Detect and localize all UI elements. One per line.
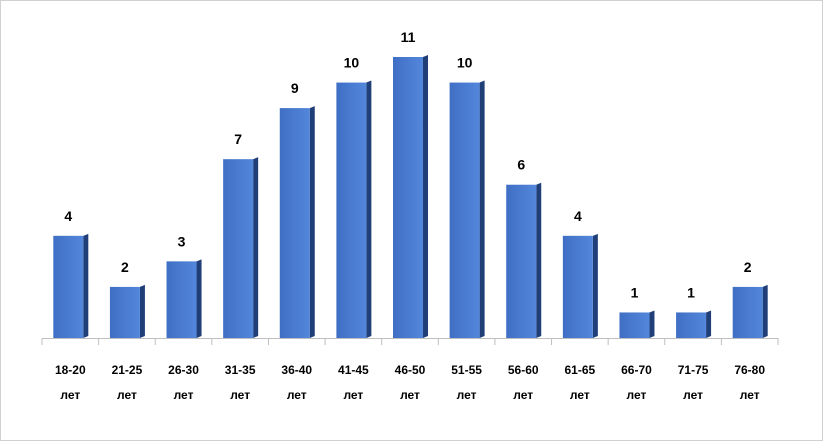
bar xyxy=(223,159,254,338)
bar-group xyxy=(732,284,768,338)
value-label: 10 xyxy=(457,55,473,71)
x-tick-label: 46-50 лет xyxy=(395,363,426,402)
value-label: 7 xyxy=(234,131,242,147)
value-label: 4 xyxy=(64,208,72,224)
value-label: 2 xyxy=(744,259,752,275)
x-tick-label: 31-35 лет xyxy=(225,363,256,402)
bar-group xyxy=(393,55,428,338)
bar-side xyxy=(139,284,145,338)
x-tick-label: 41-45 лет xyxy=(338,363,369,402)
bar-group xyxy=(223,157,259,338)
bar-side xyxy=(592,233,598,338)
bar-group xyxy=(109,284,145,338)
bar-side xyxy=(423,55,428,338)
bar-group xyxy=(166,259,202,338)
bar xyxy=(166,261,197,338)
value-label: 11 xyxy=(401,29,416,45)
bar-group xyxy=(562,233,598,338)
bar xyxy=(506,184,537,338)
value-label: 3 xyxy=(178,233,186,249)
bar-side xyxy=(479,80,485,338)
x-tick-label: 76-80 лет xyxy=(734,363,765,402)
bar xyxy=(393,57,423,338)
bar-group xyxy=(449,80,485,338)
bar xyxy=(732,286,763,338)
bar-side xyxy=(253,157,259,338)
x-tick-label: 26-30 лет xyxy=(168,363,199,402)
bar xyxy=(109,286,140,338)
bar-group xyxy=(506,182,542,338)
bar-group xyxy=(676,310,712,338)
bar xyxy=(619,312,650,338)
bar-group xyxy=(619,310,655,338)
bar-side xyxy=(83,233,89,338)
bar-side xyxy=(309,106,315,338)
value-label: 6 xyxy=(517,157,525,173)
value-label: 2 xyxy=(121,259,129,275)
bar-group xyxy=(336,80,372,338)
bar-side xyxy=(536,182,542,338)
bar xyxy=(279,108,310,338)
x-tick-label: 18-20 лет xyxy=(55,363,86,402)
x-tick-label: 51-55 лет xyxy=(451,363,482,402)
value-label: 1 xyxy=(687,284,695,300)
bar xyxy=(336,82,367,338)
x-tick-label: 56-60 лет xyxy=(508,363,539,402)
value-label: 4 xyxy=(574,208,582,224)
bar-group xyxy=(279,106,315,338)
bar xyxy=(53,235,84,338)
value-label: 9 xyxy=(291,80,299,96)
bar-side xyxy=(762,284,768,338)
bar xyxy=(562,235,593,338)
bar-side xyxy=(196,259,202,338)
value-label: 1 xyxy=(631,284,639,300)
bar-side xyxy=(649,310,655,338)
x-tick-label: 66-70 лет xyxy=(621,363,652,402)
bar-side xyxy=(706,310,712,338)
bar-side xyxy=(366,80,372,338)
x-tick-label: 61-65 лет xyxy=(564,363,595,402)
value-label: 10 xyxy=(344,55,360,71)
x-tick-label: 21-25 лет xyxy=(112,363,143,402)
x-tick-label: 36-40 лет xyxy=(281,363,312,402)
bar xyxy=(449,82,480,338)
bar-group xyxy=(53,233,89,338)
x-tick-label: 71-75 лет xyxy=(678,363,709,402)
bar xyxy=(676,312,707,338)
